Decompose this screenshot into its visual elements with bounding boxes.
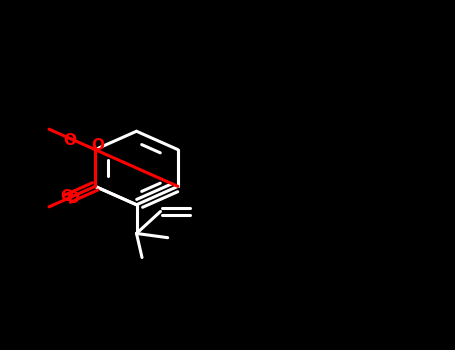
Text: O: O [63, 133, 76, 148]
Text: O: O [66, 191, 80, 206]
Text: O: O [61, 189, 74, 204]
Text: O: O [91, 138, 104, 153]
